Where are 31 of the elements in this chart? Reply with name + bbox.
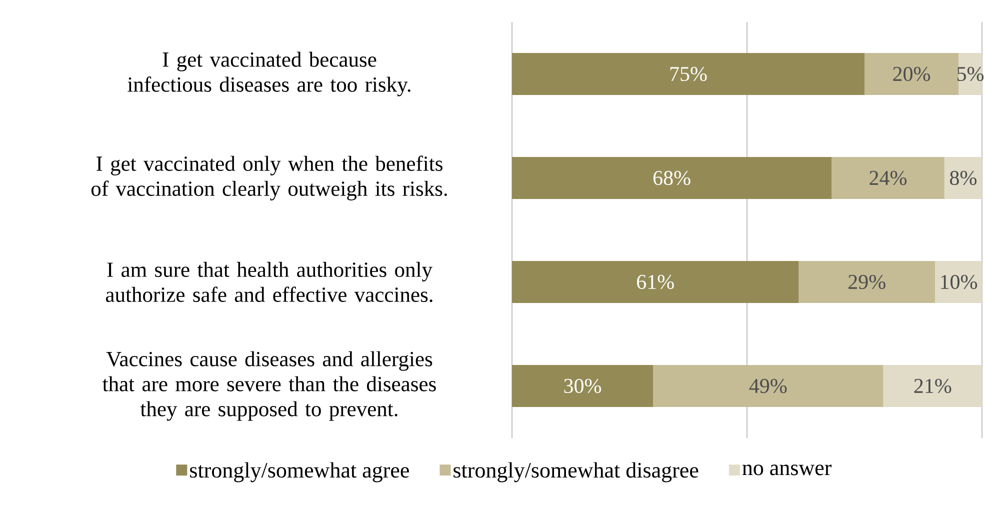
data-label: 24% xyxy=(870,170,907,186)
bar xyxy=(883,364,982,407)
data-label: 8% xyxy=(950,170,976,186)
bar xyxy=(652,364,884,407)
bar xyxy=(864,53,958,95)
y-tick-label: I am sure that health authorities only authorize safe and effective vaccines. xyxy=(106,262,432,302)
bar xyxy=(512,260,799,303)
bar xyxy=(832,156,944,199)
data-label: 75% xyxy=(670,66,707,82)
data-label: 10% xyxy=(941,274,978,290)
data-label: 68% xyxy=(653,170,690,186)
bar xyxy=(512,53,864,95)
legend-label: strongly/somewhat disagree xyxy=(454,462,698,482)
y-tick-label: Vaccines cause diseases and allergies that are more severe than the diseases they are supposed to prevent. xyxy=(102,351,436,421)
y-tick-label: I get vaccinated because infectious diseases are too risky. xyxy=(128,52,410,96)
y-tick-label: I get vaccinated only when the benefits of vaccination clearly outweigh its risks. xyxy=(91,156,447,200)
bar xyxy=(512,156,832,199)
bar xyxy=(958,53,982,95)
data-label: 49% xyxy=(749,378,787,394)
legend-label: no answer xyxy=(742,464,832,476)
legend-label: strongly/somewhat agree xyxy=(190,462,409,482)
bar xyxy=(944,156,982,199)
bar xyxy=(512,364,653,407)
data-label: 61% xyxy=(637,274,674,290)
bar xyxy=(798,260,935,303)
data-label: 20% xyxy=(893,66,930,82)
data-label: 21% xyxy=(914,378,952,394)
bar xyxy=(934,260,982,303)
data-label: 29% xyxy=(848,274,886,290)
data-label: 30% xyxy=(564,378,602,394)
data-label: 5% xyxy=(957,66,984,82)
